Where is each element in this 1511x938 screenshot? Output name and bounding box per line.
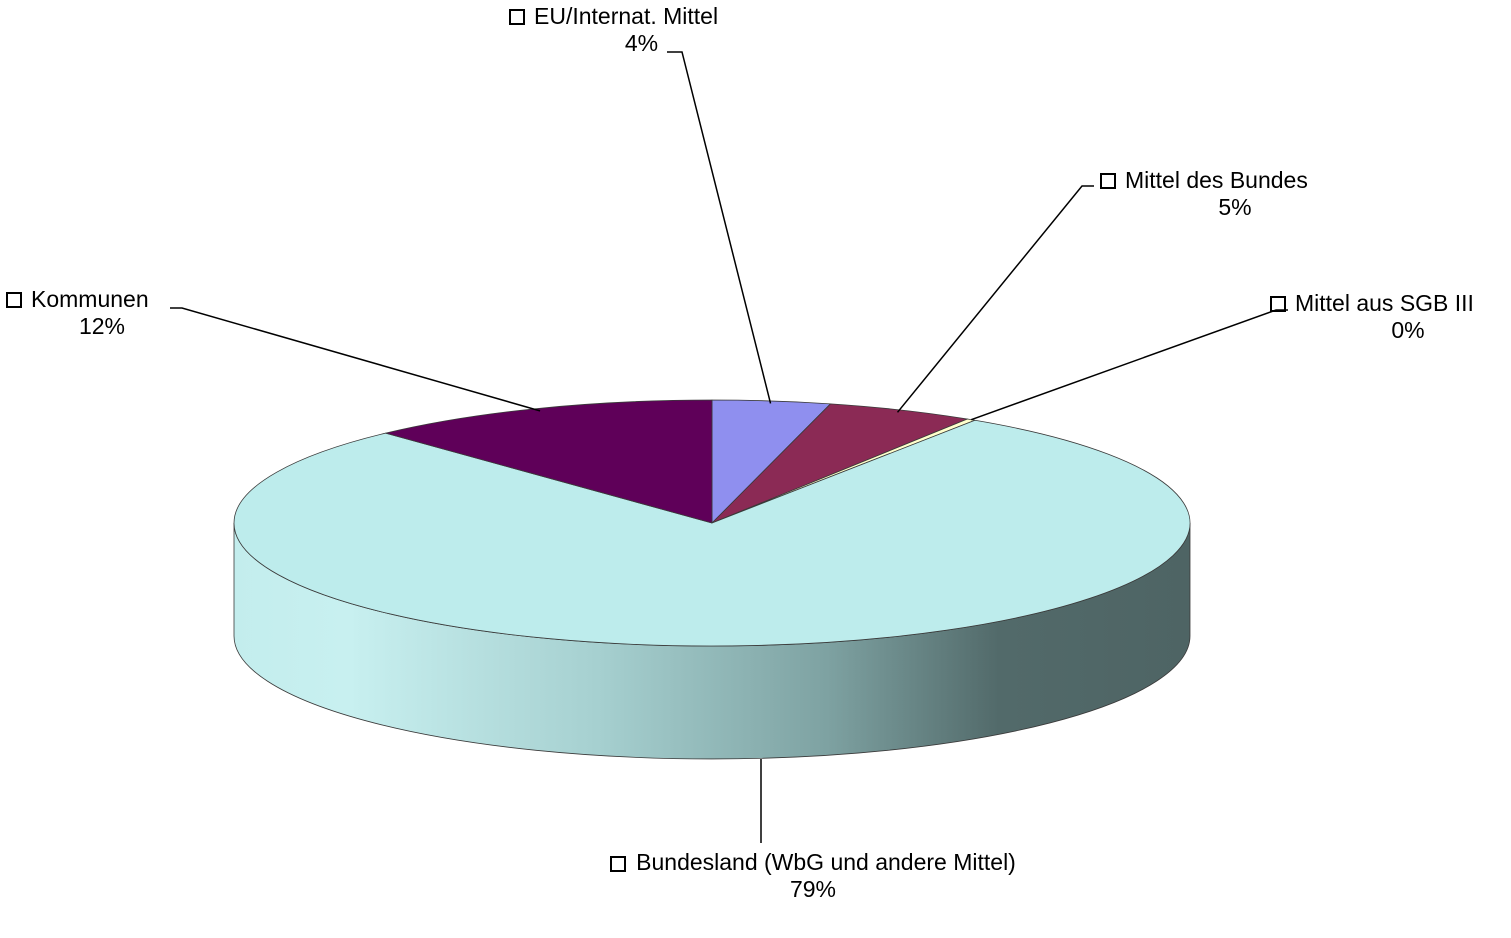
leader-line-eu <box>667 51 772 404</box>
sgb-percent: 0% <box>1391 317 1425 343</box>
bund-label-text: Mittel des Bundes <box>1125 167 1308 193</box>
kommunen-swatch <box>6 291 22 308</box>
pie-top-layer <box>233 399 1191 647</box>
eu-swatch <box>509 8 525 25</box>
label-bund: Mittel des Bundes 5% <box>1100 167 1370 221</box>
eu-percent: 4% <box>624 30 659 56</box>
kommunen-percent: 12% <box>78 313 126 339</box>
bund-percent: 5% <box>1218 194 1252 220</box>
sgb-swatch <box>1270 295 1286 312</box>
bundesland-percent: 79% <box>789 876 837 902</box>
label-eu: EU/Internat. Mittel 4% <box>509 3 769 57</box>
leader-line-sgb <box>970 309 1288 421</box>
eu-label-text: EU/Internat. Mittel <box>534 3 719 29</box>
kommunen-label-text: Kommunen <box>31 286 149 312</box>
slice-bund <box>711 403 968 524</box>
label-sgb: Mittel aus SGB III 0% <box>1270 290 1510 344</box>
slice-kommunen <box>385 399 713 524</box>
sgb-label-text: Mittel aus SGB III <box>1295 290 1474 316</box>
label-bundesland: Bundesland (WbG und andere Mittel) 79% <box>603 849 1023 903</box>
leader-line-bund <box>896 185 1094 413</box>
slice-bundesland <box>233 419 1191 647</box>
label-kommunen: Kommunen 12% <box>6 286 186 340</box>
leader-line-kommunen <box>170 307 541 412</box>
bundesland-label-text: Bundesland (WbG und andere Mittel) <box>636 849 1016 875</box>
bundesland-swatch <box>610 855 627 872</box>
bund-swatch <box>1100 172 1116 189</box>
